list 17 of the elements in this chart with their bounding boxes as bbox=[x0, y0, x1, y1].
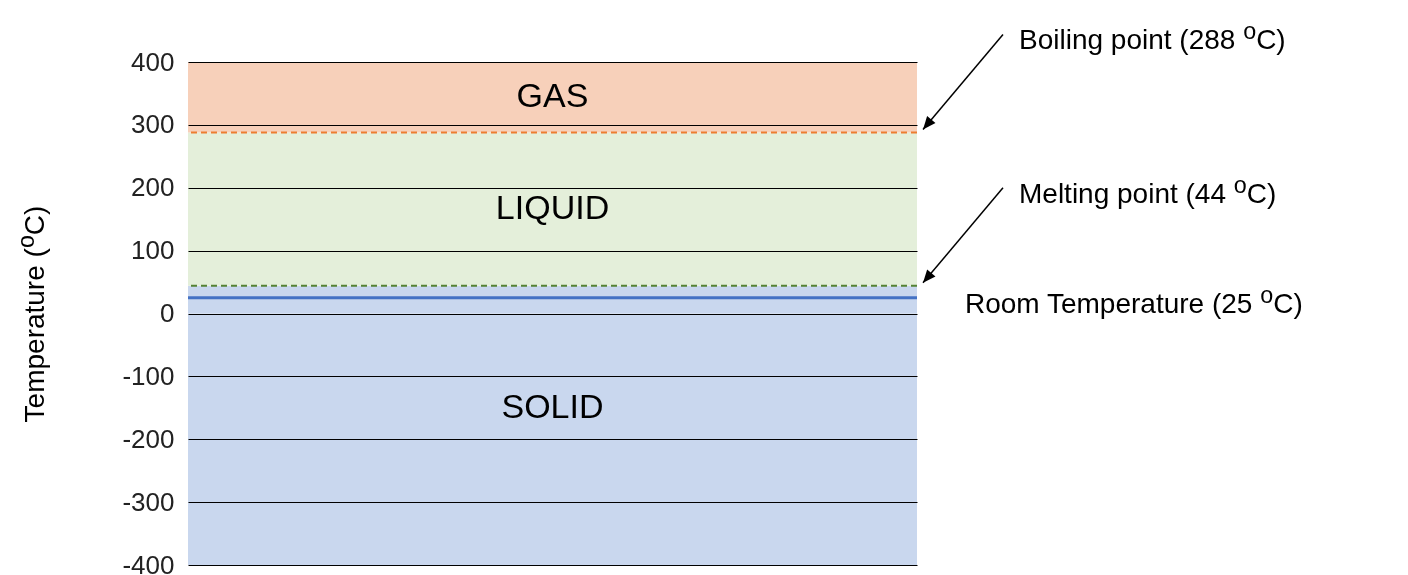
y-tick-label: -300 bbox=[122, 486, 175, 517]
ref-line-label: Room Temperature (25 $^{o}$C) bbox=[965, 281, 1303, 320]
y-tick-label: -200 bbox=[122, 423, 175, 454]
y-tick-label: -400 bbox=[122, 549, 175, 575]
series-label: GAS bbox=[516, 76, 589, 115]
ref-line-label: Melting point (44 $^{o}$C) bbox=[1019, 171, 1277, 210]
series-label: SOLID bbox=[501, 386, 604, 425]
bar bbox=[188, 62, 917, 133]
series-label: LIQUID bbox=[495, 188, 610, 227]
bar bbox=[188, 132, 917, 286]
y-tick-label: 200 bbox=[131, 172, 175, 203]
y-tick-label: 0 bbox=[160, 298, 175, 328]
y-tick-label: 400 bbox=[131, 46, 175, 77]
y-tick-label: 300 bbox=[131, 109, 175, 140]
y-tick-label: -100 bbox=[122, 360, 175, 391]
y-tick-label: 100 bbox=[131, 235, 175, 266]
ref-line-label: Boiling point (288 $^{o}$C) bbox=[1019, 18, 1286, 56]
